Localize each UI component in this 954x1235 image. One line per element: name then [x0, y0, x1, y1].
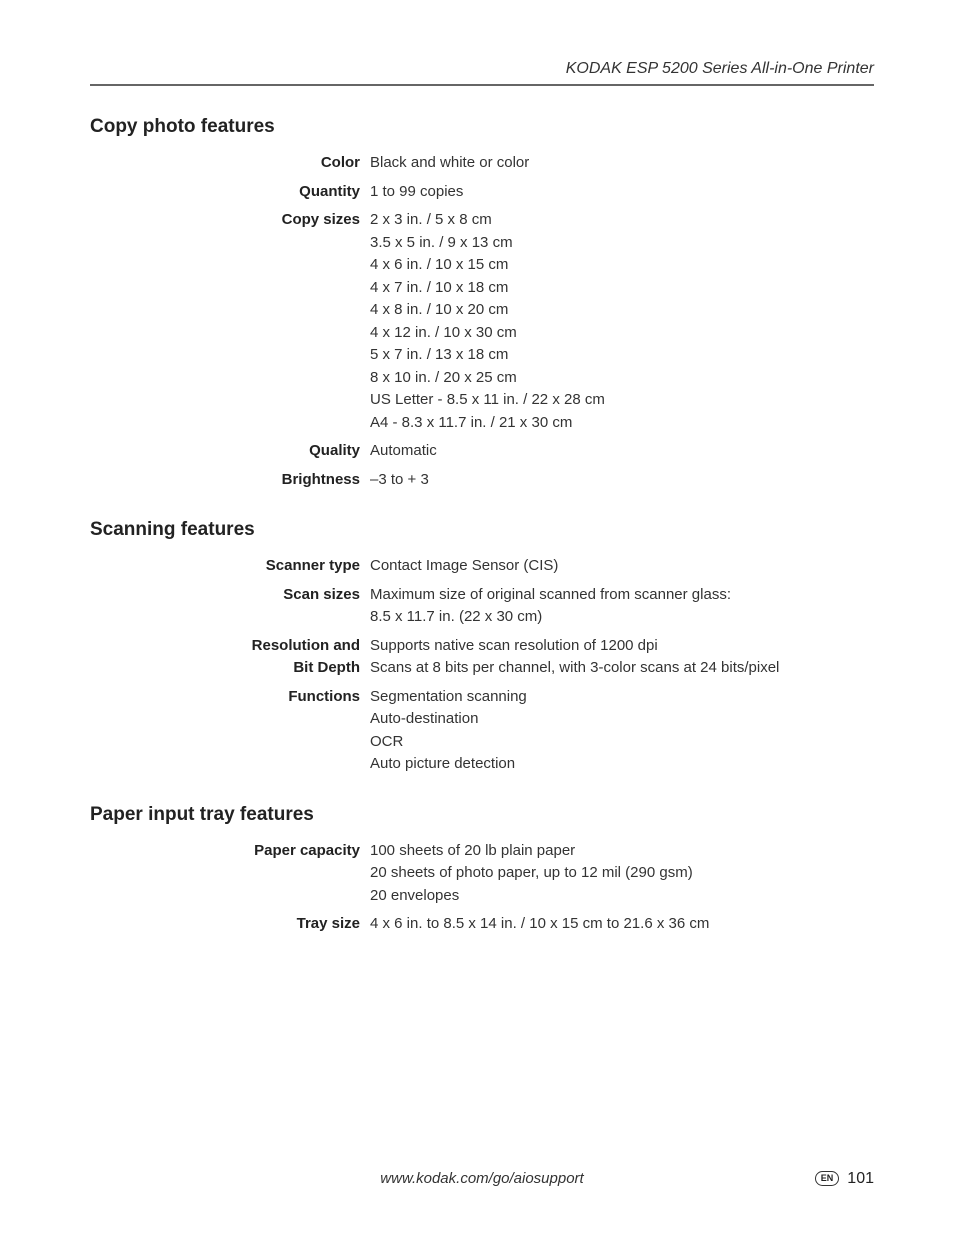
- label-functions: Functions: [90, 686, 370, 709]
- row-quality: Quality Automatic: [90, 440, 874, 463]
- label-color: Color: [90, 152, 370, 175]
- fn-line: Auto-destination: [370, 708, 874, 731]
- copy-size-line: 4 x 6 in. / 10 x 15 cm: [370, 254, 874, 277]
- row-functions: Functions Segmentation scanning Auto-des…: [90, 686, 874, 776]
- cap-line: 100 sheets of 20 lb plain paper: [370, 840, 874, 863]
- value-tray-size: 4 x 6 in. to 8.5 x 14 in. / 10 x 15 cm t…: [370, 913, 874, 936]
- label-tray-size: Tray size: [90, 913, 370, 936]
- value-quantity: 1 to 99 copies: [370, 181, 874, 204]
- scan-size-line: Maximum size of original scanned from sc…: [370, 584, 874, 607]
- copy-size-line: 4 x 12 in. / 10 x 30 cm: [370, 322, 874, 345]
- section-paper-tray: Paper input tray features: [90, 804, 874, 826]
- label-quantity: Quantity: [90, 181, 370, 204]
- label-paper-capacity: Paper capacity: [90, 840, 370, 863]
- res-line: Scans at 8 bits per channel, with 3-colo…: [370, 657, 874, 680]
- label-res-l1: Resolution and: [90, 635, 360, 658]
- cap-line: 20 envelopes: [370, 885, 874, 908]
- label-copy-sizes: Copy sizes: [90, 209, 370, 232]
- row-color: Color Black and white or color: [90, 152, 874, 175]
- value-color: Black and white or color: [370, 152, 874, 175]
- value-functions: Segmentation scanning Auto-destination O…: [370, 686, 874, 776]
- footer-url: www.kodak.com/go/aiosupport: [380, 1170, 583, 1187]
- value-scanner-type: Contact Image Sensor (CIS): [370, 555, 874, 578]
- lang-badge: EN: [815, 1171, 840, 1186]
- value-resolution-bit-depth: Supports native scan resolution of 1200 …: [370, 635, 874, 680]
- row-copy-sizes: Copy sizes 2 x 3 in. / 5 x 8 cm 3.5 x 5 …: [90, 209, 874, 434]
- value-brightness: –3 to + 3: [370, 469, 874, 492]
- page-number: 101: [847, 1170, 874, 1188]
- row-brightness: Brightness –3 to + 3: [90, 469, 874, 492]
- row-scanner-type: Scanner type Contact Image Sensor (CIS): [90, 555, 874, 578]
- value-quality: Automatic: [370, 440, 874, 463]
- fn-line: OCR: [370, 731, 874, 754]
- copy-size-line: 4 x 7 in. / 10 x 18 cm: [370, 277, 874, 300]
- value-copy-sizes: 2 x 3 in. / 5 x 8 cm 3.5 x 5 in. / 9 x 1…: [370, 209, 874, 434]
- fn-line: Auto picture detection: [370, 753, 874, 776]
- copy-size-line: 5 x 7 in. / 13 x 18 cm: [370, 344, 874, 367]
- value-paper-capacity: 100 sheets of 20 lb plain paper 20 sheet…: [370, 840, 874, 908]
- row-scan-sizes: Scan sizes Maximum size of original scan…: [90, 584, 874, 629]
- value-scan-sizes: Maximum size of original scanned from sc…: [370, 584, 874, 629]
- copy-size-line: 8 x 10 in. / 20 x 25 cm: [370, 367, 874, 390]
- copy-size-line: 3.5 x 5 in. / 9 x 13 cm: [370, 232, 874, 255]
- footer-right: EN 101: [815, 1170, 874, 1188]
- label-quality: Quality: [90, 440, 370, 463]
- page-header: KODAK ESP 5200 Series All-in-One Printer: [90, 60, 874, 86]
- fn-line: Segmentation scanning: [370, 686, 874, 709]
- cap-line: 20 sheets of photo paper, up to 12 mil (…: [370, 862, 874, 885]
- scan-size-line: 8.5 x 11.7 in. (22 x 30 cm): [370, 606, 874, 629]
- row-tray-size: Tray size 4 x 6 in. to 8.5 x 14 in. / 10…: [90, 913, 874, 936]
- copy-size-line: 2 x 3 in. / 5 x 8 cm: [370, 209, 874, 232]
- copy-size-line: 4 x 8 in. / 10 x 20 cm: [370, 299, 874, 322]
- copy-size-line: US Letter - 8.5 x 11 in. / 22 x 28 cm: [370, 389, 874, 412]
- section-copy-photo: Copy photo features: [90, 116, 874, 138]
- copy-size-line: A4 - 8.3 x 11.7 in. / 21 x 30 cm: [370, 412, 874, 435]
- label-resolution-bit-depth: Resolution and Bit Depth: [90, 635, 370, 680]
- label-scanner-type: Scanner type: [90, 555, 370, 578]
- res-line: Supports native scan resolution of 1200 …: [370, 635, 874, 658]
- row-paper-capacity: Paper capacity 100 sheets of 20 lb plain…: [90, 840, 874, 908]
- label-res-l2: Bit Depth: [90, 657, 360, 680]
- section-scanning: Scanning features: [90, 519, 874, 541]
- row-quantity: Quantity 1 to 99 copies: [90, 181, 874, 204]
- label-scan-sizes: Scan sizes: [90, 584, 370, 607]
- label-brightness: Brightness: [90, 469, 370, 492]
- row-resolution-bit-depth: Resolution and Bit Depth Supports native…: [90, 635, 874, 680]
- page-footer: www.kodak.com/go/aiosupport EN 101: [90, 1170, 874, 1187]
